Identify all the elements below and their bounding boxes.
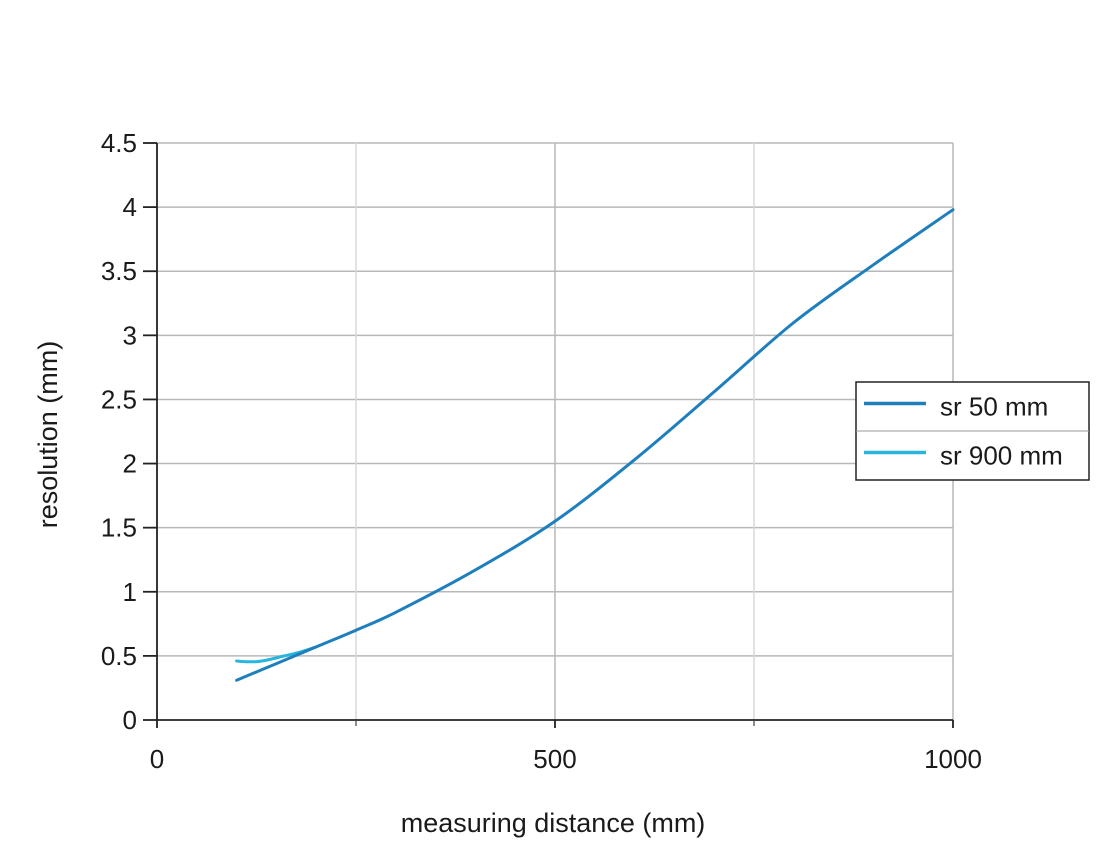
- x-tick-label: 1000: [924, 744, 982, 774]
- y-tick-label: 0: [123, 705, 137, 735]
- y-tick-label: 3: [123, 320, 137, 350]
- y-tick-label: 1.5: [101, 513, 137, 543]
- y-tick-label: 4: [123, 192, 137, 222]
- axes: 0 0.5 1 1.5 2 2.5 3 3.5 4 4.5 0 500 1000: [101, 128, 982, 774]
- x-axis-title: measuring distance (mm): [401, 808, 706, 838]
- legend: sr 50 mm sr 900 mm: [855, 381, 1090, 481]
- y-tick-label: 2.5: [101, 384, 137, 414]
- legend-label: sr 50 mm: [940, 392, 1048, 422]
- y-tick-label: 4.5: [101, 128, 137, 158]
- x-tick-label: 0: [150, 744, 164, 774]
- grid: [157, 142, 954, 720]
- series-lines: [235, 208, 955, 682]
- y-axis-title: resolution (mm): [33, 341, 63, 529]
- x-tick-label: 500: [533, 744, 576, 774]
- legend-label: sr 900 mm: [940, 441, 1063, 471]
- y-tick-label: 0.5: [101, 641, 137, 671]
- series-line-1: [235, 645, 318, 664]
- y-tick-label: 3.5: [101, 256, 137, 286]
- series-line-0: [235, 208, 955, 682]
- y-tick-label: 2: [123, 449, 137, 479]
- y-tick-label: 1: [123, 577, 137, 607]
